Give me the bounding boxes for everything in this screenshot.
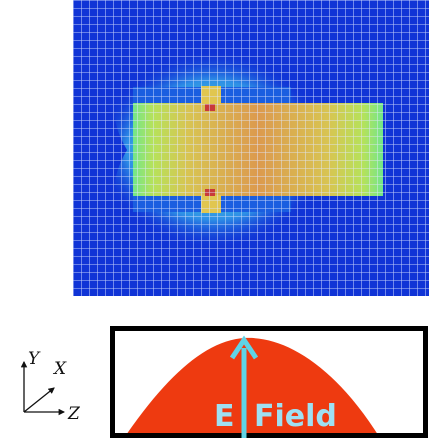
x-axis-arrow (23, 387, 55, 413)
x-axis-label: X (52, 359, 67, 379)
field-distribution-map (73, 0, 429, 296)
z-axis-label: Z (67, 404, 81, 424)
coordinate-axes: Y X Z (20, 349, 81, 424)
field-label: Field (254, 399, 337, 434)
e-field-profile: E Field (110, 326, 428, 438)
e-label: E (214, 399, 235, 434)
mesh-grid (73, 0, 429, 296)
field-profile-shape (124, 337, 380, 438)
y-axis-label: Y (28, 349, 41, 369)
e-field-arrow-head (229, 335, 259, 360)
profile-frame (110, 326, 428, 438)
